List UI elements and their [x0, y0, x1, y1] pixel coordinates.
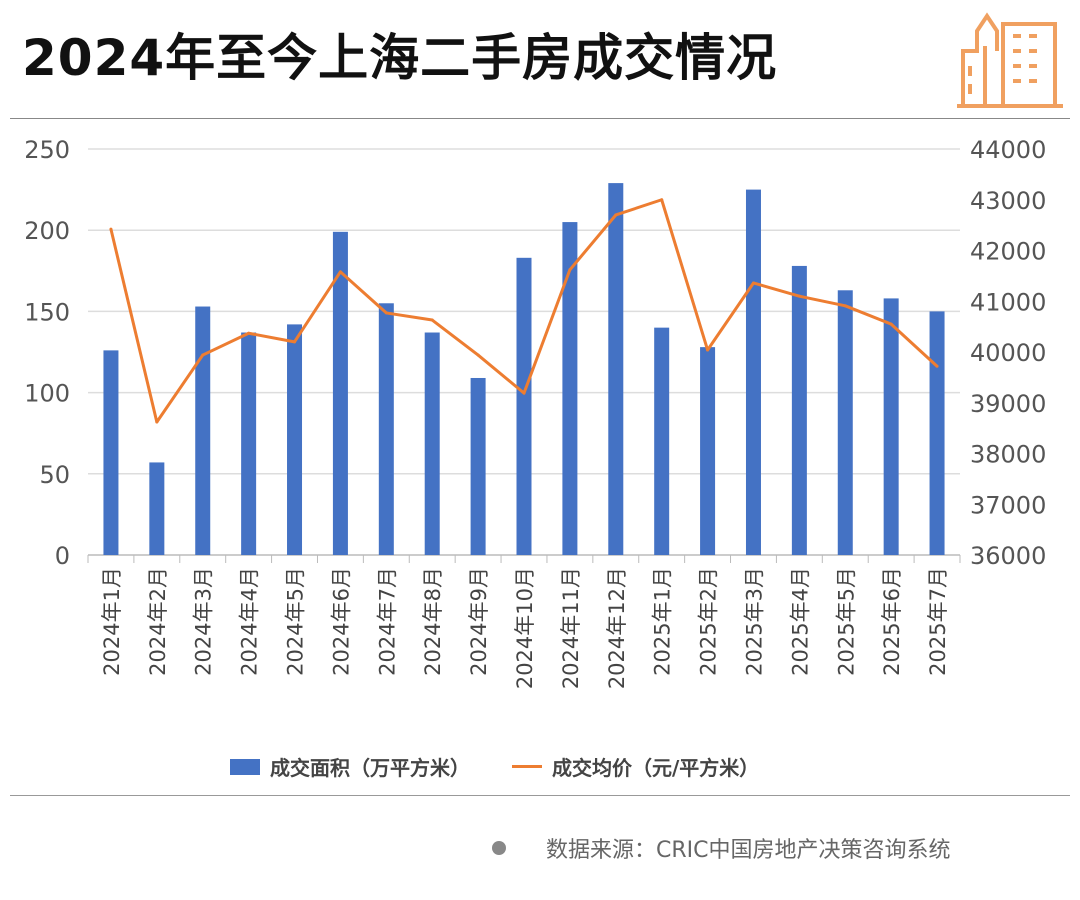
source-text: 数据来源：CRIC中国房地产决策咨询系统 — [546, 838, 951, 863]
left-tick-label: 100 — [24, 380, 70, 408]
left-tick-label: 200 — [24, 217, 70, 245]
x-tick-label: 2024年6月 — [329, 567, 353, 676]
bullet-icon — [492, 841, 506, 855]
legend-bar-swatch — [230, 758, 260, 775]
right-tick-label: 43000 — [970, 187, 1046, 215]
bar — [149, 462, 165, 555]
line-point — [706, 348, 710, 352]
bar — [424, 332, 440, 555]
title-divider — [10, 118, 1070, 119]
bar — [608, 183, 624, 555]
line-point — [568, 268, 572, 272]
left-tick-label: 50 — [39, 461, 70, 489]
legend: 成交面积（万平方米） 成交均价（元/平方米） — [230, 752, 759, 781]
x-tick-label: 2025年7月 — [926, 567, 950, 676]
right-tick-label: 42000 — [970, 238, 1046, 266]
left-tick-label: 150 — [24, 298, 70, 326]
bar — [745, 189, 761, 555]
right-tick-label: 37000 — [970, 491, 1046, 519]
line-point — [201, 353, 205, 357]
x-tick-label: 2024年11月 — [559, 567, 583, 689]
line-point — [935, 364, 939, 368]
bar — [883, 298, 899, 555]
line-point — [889, 322, 893, 326]
x-tick-label: 2024年12月 — [605, 567, 629, 689]
bar — [837, 290, 853, 555]
line-point — [476, 353, 480, 357]
bar — [791, 265, 807, 555]
bar — [470, 377, 486, 555]
line-point — [751, 281, 755, 285]
chart: 0 50 100 150 200 250 36000 37000 38000 39000 40000… — [24, 136, 1046, 689]
bar — [700, 347, 716, 555]
bar — [332, 231, 348, 555]
right-tick-label: 38000 — [970, 441, 1046, 469]
x-tick-label: 2025年1月 — [651, 567, 675, 676]
right-tick-label: 41000 — [970, 288, 1046, 316]
right-tick-label: 40000 — [970, 339, 1046, 367]
x-tick-label: 2024年3月 — [192, 567, 216, 676]
x-tick-label: 2025年5月 — [834, 567, 858, 676]
bar — [516, 257, 532, 555]
x-tick-label: 2025年6月 — [880, 567, 904, 676]
x-tick-label: 2024年8月 — [421, 567, 445, 676]
right-tick-label: 44000 — [970, 136, 1046, 164]
bar — [103, 350, 119, 555]
bar — [287, 324, 303, 555]
right-tick-label: 39000 — [970, 390, 1046, 418]
bar — [378, 303, 394, 555]
left-tick-label: 0 — [55, 542, 70, 570]
line-point — [247, 331, 251, 335]
source-note: 数据来源：CRIC中国房地产决策咨询系统 — [492, 832, 951, 864]
line-point — [660, 198, 664, 202]
x-tick-label: 2025年3月 — [742, 567, 766, 676]
bar — [195, 306, 211, 555]
x-tick-label: 2024年5月 — [284, 567, 308, 676]
page-title: 2024年至今上海二手房成交情况 — [22, 29, 778, 87]
x-tick-label: 2024年2月 — [146, 567, 170, 676]
line-point — [522, 391, 526, 395]
right-tick-label: 36000 — [970, 542, 1046, 570]
bar — [654, 327, 670, 555]
legend-bar-label: 成交面积（万平方米） — [270, 756, 470, 780]
x-tick-label: 2024年4月 — [238, 567, 262, 676]
line-point — [614, 213, 618, 217]
bar — [929, 311, 945, 555]
line-point — [293, 340, 297, 344]
footer-divider — [10, 795, 1070, 796]
x-tick-label: 2025年4月 — [788, 567, 812, 676]
x-tick-label: 2024年1月 — [100, 567, 124, 676]
building-icon — [957, 12, 1063, 108]
line-point — [155, 420, 159, 424]
x-tick-label: 2025年2月 — [697, 567, 721, 676]
line-point — [384, 311, 388, 315]
line-point — [109, 227, 113, 231]
x-tick-label: 2024年7月 — [375, 567, 399, 676]
x-tick-label: 2024年9月 — [467, 567, 491, 676]
line-point — [430, 318, 434, 322]
line-point — [843, 304, 847, 308]
bar — [562, 222, 578, 555]
line-point — [338, 270, 342, 274]
legend-line-label: 成交均价（元/平方米） — [552, 756, 760, 780]
bar — [241, 332, 257, 555]
legend-line-swatch — [512, 765, 542, 768]
line-point — [797, 294, 801, 298]
left-tick-label: 250 — [24, 136, 70, 164]
x-tick-label: 2024年10月 — [513, 567, 537, 689]
